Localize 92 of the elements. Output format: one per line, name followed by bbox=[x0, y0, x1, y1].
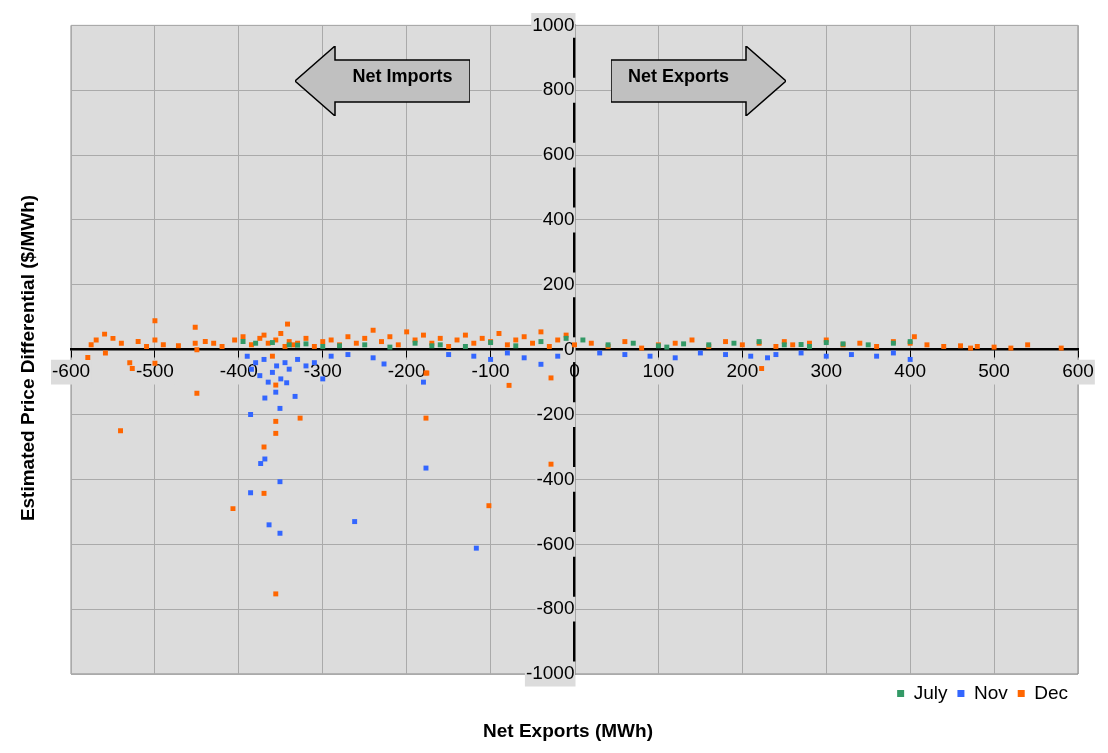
point bbox=[622, 352, 628, 358]
x-tick-label: 200 bbox=[726, 360, 759, 382]
point bbox=[555, 353, 561, 359]
point bbox=[865, 342, 871, 348]
point bbox=[240, 339, 246, 345]
point bbox=[292, 393, 298, 399]
y-tick-label: 600 bbox=[542, 143, 575, 165]
point bbox=[265, 379, 271, 385]
point bbox=[580, 337, 586, 343]
point bbox=[278, 376, 284, 382]
annotation: Net Imports bbox=[351, 66, 454, 87]
y-tick-label: 1000 bbox=[532, 13, 575, 35]
legend-label: July bbox=[913, 681, 948, 703]
annotation: Net Exports bbox=[627, 66, 730, 87]
point bbox=[538, 361, 544, 367]
point bbox=[273, 389, 279, 395]
point bbox=[244, 353, 250, 359]
point bbox=[664, 344, 670, 350]
point bbox=[284, 380, 290, 386]
point bbox=[352, 519, 358, 525]
point bbox=[647, 353, 653, 359]
y-tick-label: 200 bbox=[542, 273, 575, 295]
x-tick-label: -100 bbox=[471, 360, 510, 382]
point bbox=[473, 545, 479, 551]
point bbox=[597, 350, 603, 356]
point bbox=[504, 350, 510, 356]
point bbox=[295, 356, 301, 362]
point bbox=[370, 355, 376, 361]
point bbox=[277, 530, 283, 536]
point bbox=[269, 340, 275, 346]
x-tick-label: -300 bbox=[303, 360, 342, 382]
point bbox=[266, 522, 272, 528]
point bbox=[723, 352, 729, 358]
x-tick-label: -400 bbox=[219, 360, 258, 382]
point bbox=[773, 352, 779, 358]
point bbox=[748, 353, 754, 359]
y-tick-label: -200 bbox=[536, 402, 575, 424]
point bbox=[890, 350, 896, 356]
point bbox=[420, 379, 426, 385]
point bbox=[269, 369, 275, 375]
point bbox=[437, 342, 443, 348]
point bbox=[362, 342, 368, 348]
y-tick-label: 0 bbox=[563, 337, 575, 359]
point bbox=[328, 353, 334, 359]
x-tick-label: 100 bbox=[642, 360, 675, 382]
point bbox=[630, 340, 636, 346]
point bbox=[286, 366, 292, 372]
x-tick-label: -500 bbox=[135, 360, 174, 382]
x-tick-label: -200 bbox=[387, 360, 426, 382]
y-axis-title: Estimated Price Differential ($/MWh) bbox=[17, 194, 39, 522]
point bbox=[471, 353, 477, 359]
x-tick-label: 500 bbox=[978, 360, 1010, 382]
x-tick-label: 600 bbox=[1062, 360, 1094, 382]
y-tick-label: 800 bbox=[542, 78, 575, 100]
point bbox=[681, 341, 687, 347]
point bbox=[345, 352, 351, 358]
point bbox=[274, 363, 280, 369]
point bbox=[798, 350, 804, 356]
point bbox=[248, 412, 254, 418]
point bbox=[798, 342, 804, 347]
point bbox=[513, 343, 519, 349]
point bbox=[521, 355, 527, 361]
point bbox=[277, 479, 283, 485]
point bbox=[765, 355, 770, 361]
y-tick-label: -1000 bbox=[525, 662, 575, 684]
x-tick-label: -600 bbox=[52, 360, 91, 382]
x-tick-label: 300 bbox=[810, 360, 843, 382]
point bbox=[538, 339, 544, 345]
y-tick-label: 400 bbox=[542, 208, 575, 230]
point bbox=[387, 344, 393, 350]
x-axis-title: Net Exports (MWh) bbox=[482, 720, 654, 742]
point bbox=[672, 355, 678, 361]
point bbox=[731, 340, 737, 346]
x-tick-label: 400 bbox=[894, 360, 927, 382]
y-tick-label: -600 bbox=[536, 532, 575, 554]
point bbox=[320, 343, 326, 349]
point bbox=[248, 490, 254, 496]
point bbox=[462, 343, 468, 349]
y-tick-label: -400 bbox=[536, 467, 575, 489]
point bbox=[257, 373, 263, 379]
point bbox=[848, 352, 854, 358]
point bbox=[253, 340, 259, 346]
point bbox=[488, 356, 494, 362]
point bbox=[907, 356, 913, 362]
legend-label: Nov bbox=[973, 681, 1009, 703]
legend-label: Dec bbox=[1034, 681, 1069, 703]
point bbox=[446, 352, 452, 358]
point bbox=[697, 350, 703, 356]
point bbox=[258, 461, 264, 466]
y-tick-label: -800 bbox=[536, 597, 575, 619]
point bbox=[874, 353, 880, 359]
point bbox=[277, 405, 283, 411]
